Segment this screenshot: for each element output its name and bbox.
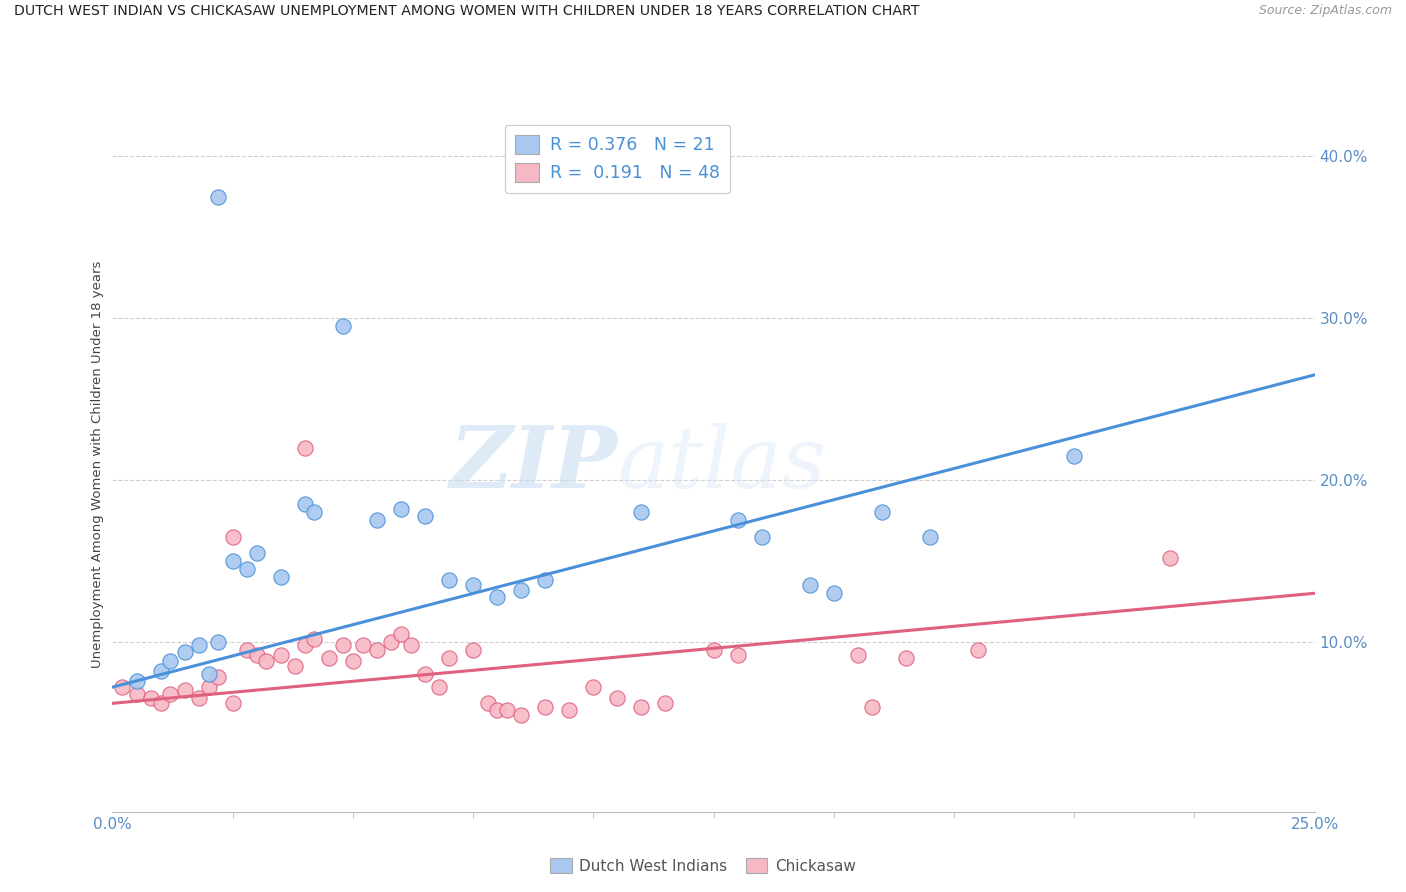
- Point: [188, 638, 211, 652]
- Point: [318, 651, 340, 665]
- Point: [246, 546, 269, 560]
- Legend: Dutch West Indians, Chickasaw: Dutch West Indians, Chickasaw: [544, 852, 862, 880]
- Point: [366, 643, 388, 657]
- Point: [246, 648, 269, 662]
- Point: [894, 651, 917, 665]
- Point: [486, 590, 509, 604]
- Point: [399, 638, 422, 652]
- Point: [534, 574, 557, 588]
- Point: [197, 680, 219, 694]
- Point: [139, 691, 162, 706]
- Point: [510, 707, 533, 722]
- Legend: R = 0.376   N = 21, R =  0.191   N = 48: R = 0.376 N = 21, R = 0.191 N = 48: [505, 125, 730, 193]
- Point: [477, 696, 499, 710]
- Point: [461, 578, 484, 592]
- Y-axis label: Unemployment Among Women with Children Under 18 years: Unemployment Among Women with Children U…: [91, 260, 104, 667]
- Point: [197, 667, 219, 681]
- Point: [413, 667, 436, 681]
- Point: [654, 696, 676, 710]
- Point: [429, 680, 451, 694]
- Point: [294, 441, 316, 455]
- Point: [125, 673, 148, 688]
- Point: [582, 680, 605, 694]
- Point: [630, 505, 652, 519]
- Point: [294, 638, 316, 652]
- Point: [799, 578, 821, 592]
- Point: [159, 687, 181, 701]
- Point: [389, 502, 412, 516]
- Point: [389, 626, 412, 640]
- Point: [304, 632, 326, 646]
- Point: [270, 570, 292, 584]
- Point: [380, 635, 402, 649]
- Point: [254, 654, 277, 668]
- Point: [558, 703, 581, 717]
- Point: [270, 648, 292, 662]
- Point: [967, 643, 990, 657]
- Point: [149, 696, 172, 710]
- Point: [413, 508, 436, 523]
- Point: [342, 654, 364, 668]
- Point: [111, 680, 134, 694]
- Point: [173, 683, 195, 698]
- Point: [207, 670, 229, 684]
- Point: [870, 505, 893, 519]
- Point: [846, 648, 869, 662]
- Point: [366, 513, 388, 527]
- Point: [727, 648, 749, 662]
- Point: [495, 703, 517, 717]
- Point: [534, 699, 557, 714]
- Point: [159, 654, 181, 668]
- Point: [207, 190, 229, 204]
- Point: [284, 659, 307, 673]
- Point: [125, 687, 148, 701]
- Point: [222, 696, 245, 710]
- Point: [207, 635, 229, 649]
- Point: [823, 586, 845, 600]
- Point: [332, 638, 354, 652]
- Text: ZIP: ZIP: [450, 422, 617, 506]
- Point: [437, 574, 460, 588]
- Point: [630, 699, 652, 714]
- Point: [751, 530, 773, 544]
- Point: [860, 699, 883, 714]
- Point: [486, 703, 509, 717]
- Point: [727, 513, 749, 527]
- Point: [173, 644, 195, 658]
- Point: [510, 582, 533, 597]
- Text: atlas: atlas: [617, 423, 827, 505]
- Point: [918, 530, 941, 544]
- Point: [222, 530, 245, 544]
- Point: [188, 691, 211, 706]
- Point: [437, 651, 460, 665]
- Point: [1063, 449, 1085, 463]
- Text: Source: ZipAtlas.com: Source: ZipAtlas.com: [1258, 4, 1392, 18]
- Point: [461, 643, 484, 657]
- Text: DUTCH WEST INDIAN VS CHICKASAW UNEMPLOYMENT AMONG WOMEN WITH CHILDREN UNDER 18 Y: DUTCH WEST INDIAN VS CHICKASAW UNEMPLOYM…: [14, 4, 920, 19]
- Point: [304, 505, 326, 519]
- Point: [702, 643, 725, 657]
- Point: [352, 638, 374, 652]
- Point: [236, 562, 259, 576]
- Point: [1159, 550, 1181, 565]
- Point: [294, 497, 316, 511]
- Point: [222, 554, 245, 568]
- Point: [149, 664, 172, 678]
- Point: [332, 319, 354, 334]
- Point: [606, 691, 628, 706]
- Point: [236, 643, 259, 657]
